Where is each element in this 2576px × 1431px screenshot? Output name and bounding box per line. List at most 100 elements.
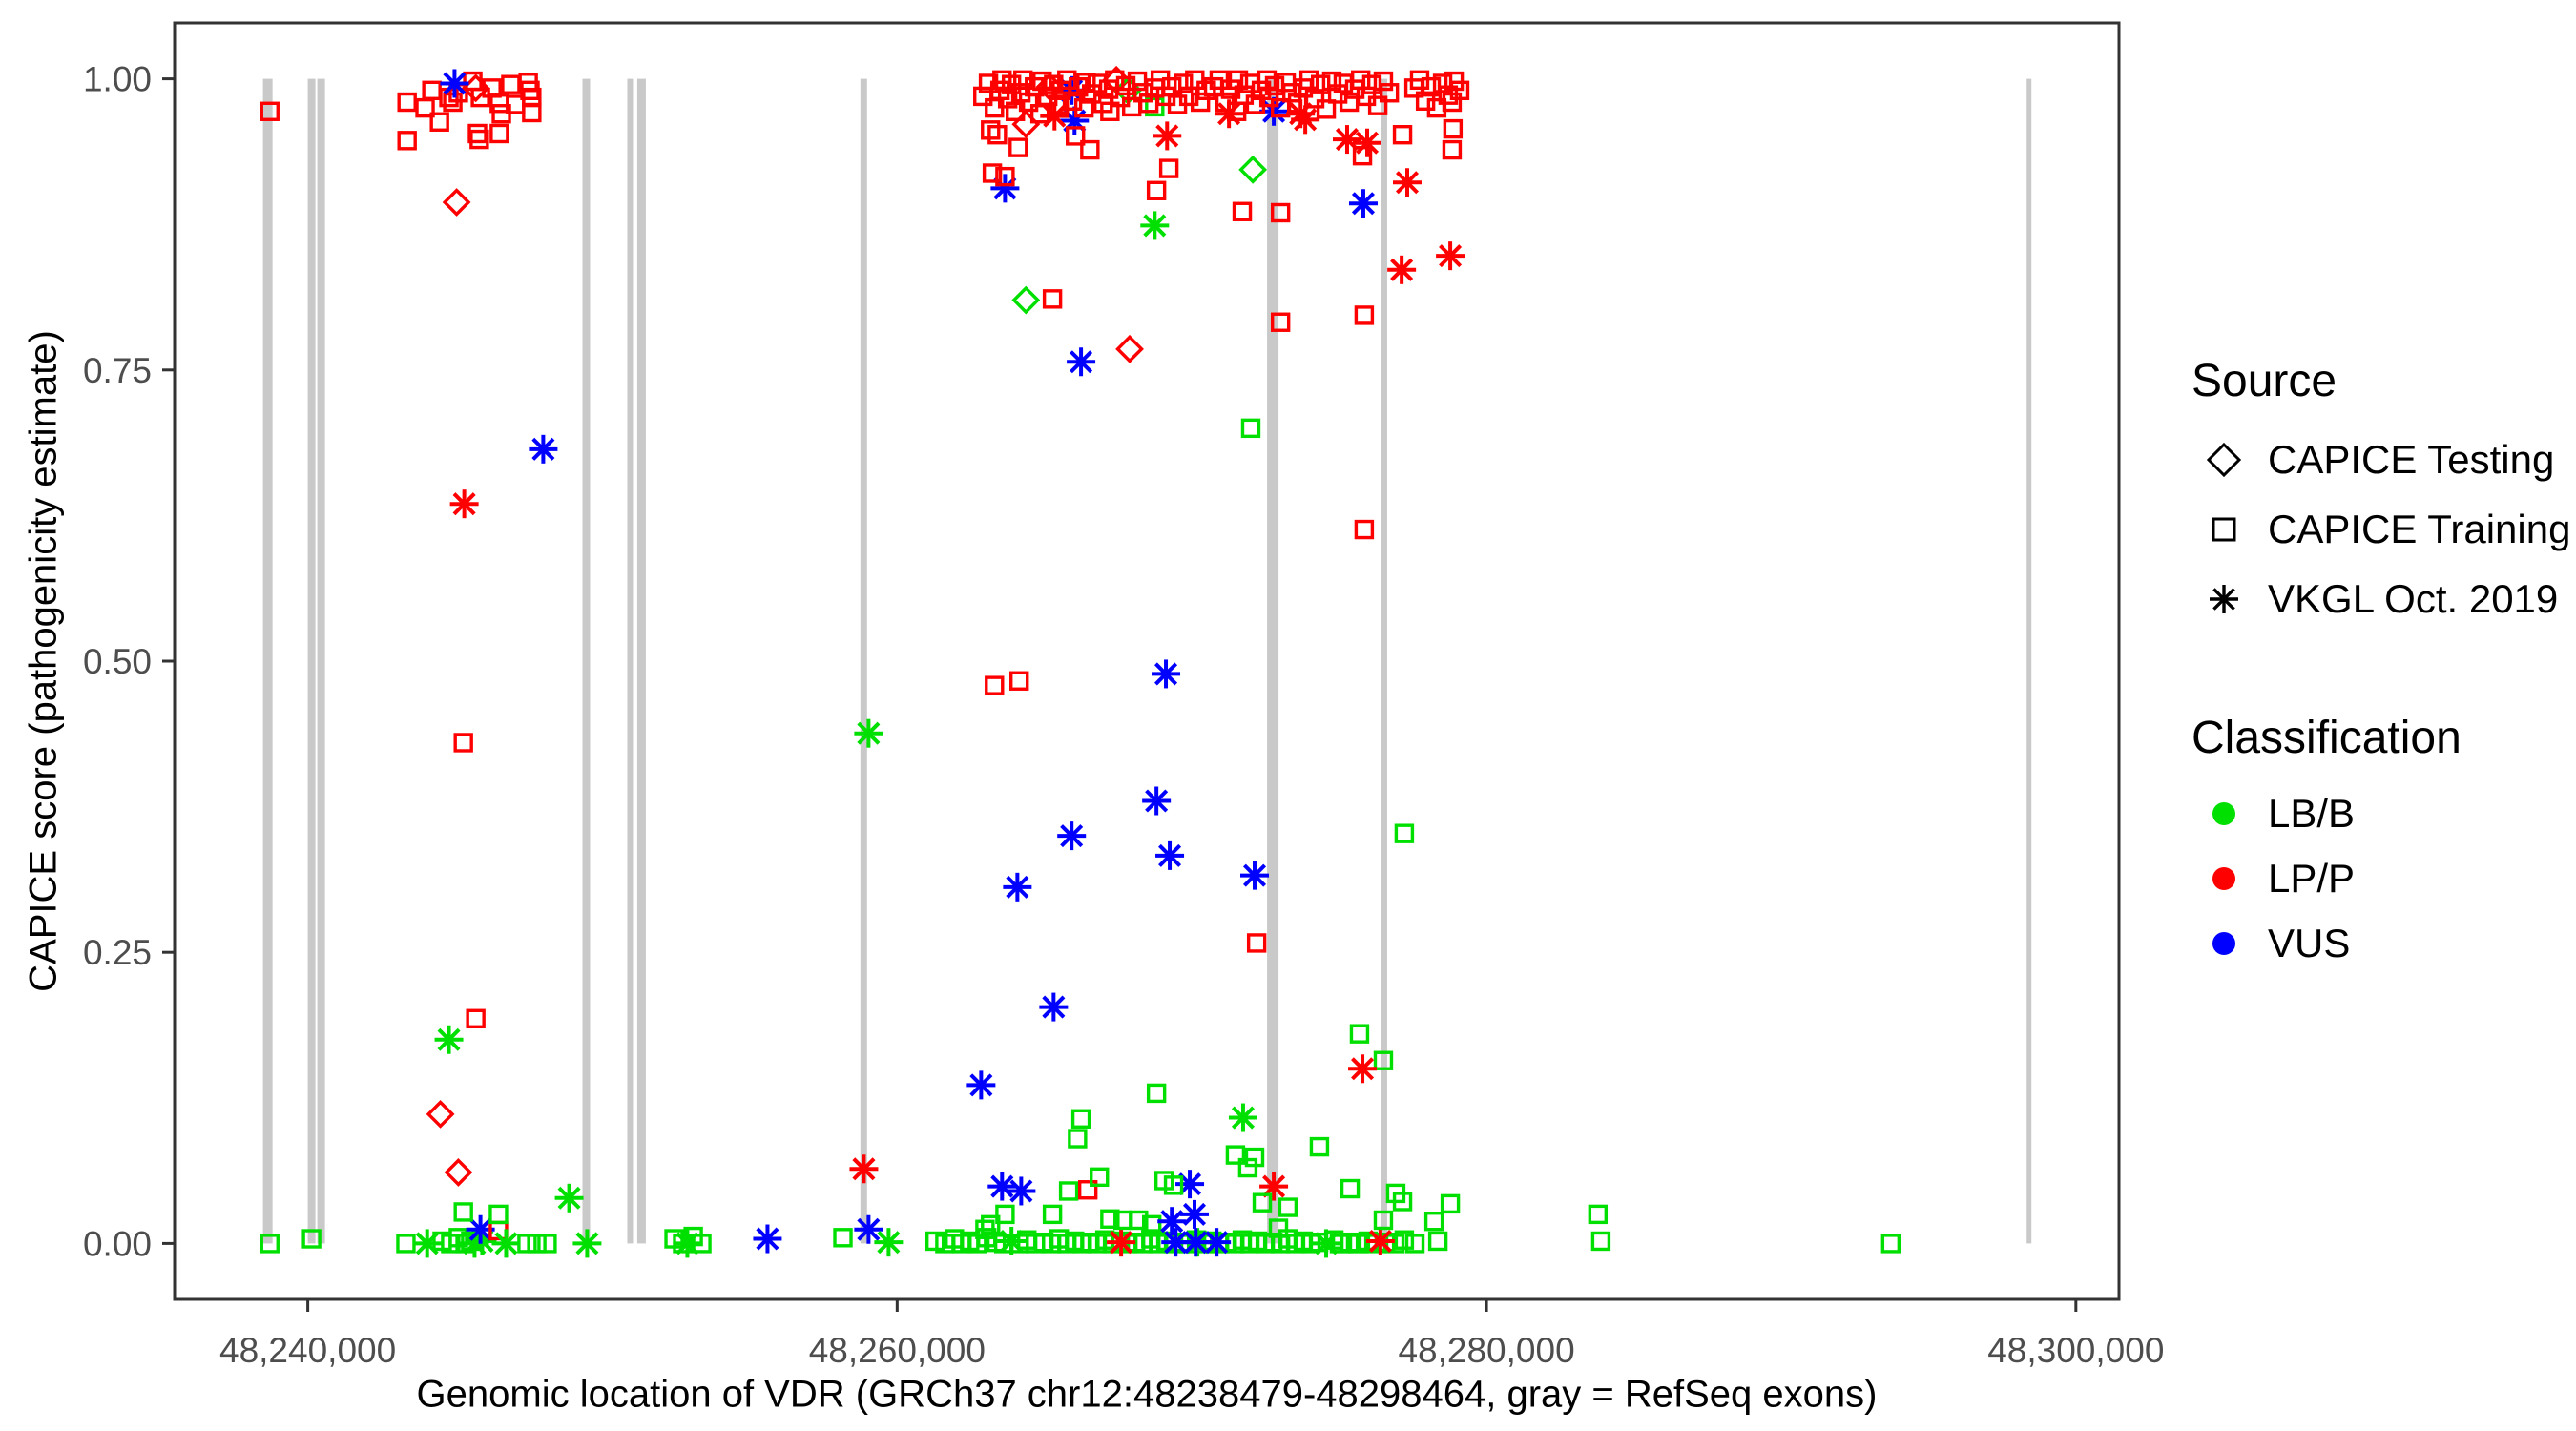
x-axis-title: Genomic location of VDR (GRCh37 chr12:48… <box>416 1373 1878 1416</box>
data-point-asterisk <box>572 1229 602 1258</box>
data-point-square <box>1142 1214 1162 1235</box>
data-point-asterisk <box>491 1229 521 1258</box>
data-point-square <box>397 131 417 151</box>
data-point-square <box>1588 1204 1609 1225</box>
data-point-square <box>1268 1218 1289 1238</box>
data-point-asterisk <box>1153 121 1182 151</box>
data-point-square <box>1009 671 1029 691</box>
data-point-square <box>1427 1231 1448 1252</box>
data-point-square <box>1049 94 1070 114</box>
data-point-square <box>692 1234 712 1254</box>
data-point-square <box>1440 1193 1461 1214</box>
data-point-square <box>537 1234 557 1254</box>
x-tick-label: 48,280,000 <box>1398 1331 1574 1370</box>
data-point-square <box>1129 1210 1149 1231</box>
data-point-asterisk <box>1348 189 1378 218</box>
data-point-diamond <box>426 1099 455 1129</box>
y-tick-label: 0.00 <box>83 1224 152 1263</box>
data-point-square <box>1146 180 1167 200</box>
data-point-asterisk <box>1157 1207 1187 1236</box>
data-point-square <box>1146 1083 1167 1104</box>
data-point-square <box>1158 158 1179 178</box>
data-point-asterisk <box>1155 840 1185 870</box>
data-point-square <box>1042 289 1063 309</box>
data-point-square <box>1394 823 1415 843</box>
data-point-asterisk <box>449 489 479 519</box>
data-point-square <box>1270 202 1291 223</box>
legend-item-vkgl: VKGL Oct. 2019 <box>2192 564 2573 633</box>
data-point-square <box>1244 1147 1265 1168</box>
refseq-exon-bar <box>317 78 325 1244</box>
data-point-diamond <box>444 1158 473 1187</box>
source-legend-title: Source <box>2192 356 2337 406</box>
vus-dot-icon <box>2212 932 2235 955</box>
data-point-square <box>985 675 1005 695</box>
data-point-asterisk <box>1107 1228 1136 1257</box>
data-point-square <box>453 733 473 753</box>
data-point-square <box>527 1234 547 1254</box>
data-point-square <box>1379 83 1400 103</box>
data-point-square <box>1373 71 1394 92</box>
data-point-square <box>1042 1204 1063 1225</box>
data-point-square <box>995 166 1015 187</box>
data-point-square <box>260 101 280 121</box>
data-point-square <box>1252 1192 1273 1213</box>
data-point-square <box>1304 89 1325 109</box>
data-point-asterisk <box>1352 128 1381 157</box>
data-point-square <box>1145 96 1165 117</box>
data-point-square <box>1373 1050 1394 1070</box>
data-point-square <box>1282 83 1302 103</box>
legend-item-lpp: LP/P <box>2192 846 2573 911</box>
data-point-square <box>1068 1129 1088 1149</box>
asterisk-icon <box>2210 584 2238 613</box>
data-point-square <box>1163 1175 1184 1195</box>
data-point-asterisk <box>1365 1226 1395 1255</box>
data-point-asterisk <box>554 1183 584 1213</box>
legend-item-vus: VUS <box>2192 911 2573 976</box>
refseq-exon-bar <box>2026 78 2032 1244</box>
data-point-asterisk <box>1259 1172 1289 1201</box>
data-point-square <box>1232 201 1253 221</box>
data-point-asterisk <box>1202 1228 1232 1257</box>
data-point-square <box>522 102 542 123</box>
data-point-square <box>1349 1024 1370 1044</box>
data-point-asterisk <box>1387 255 1417 284</box>
data-point-asterisk <box>1007 1176 1036 1206</box>
data-point-square <box>1258 87 1279 108</box>
data-point-asterisk <box>440 69 469 98</box>
data-point-asterisk <box>854 1214 883 1244</box>
data-point-square <box>1080 139 1100 160</box>
data-point-square <box>1076 73 1096 93</box>
data-point-square <box>1321 71 1342 92</box>
diamond-icon <box>2206 442 2242 477</box>
y-axis-title: CAPICE score (pathogenicity estimate) <box>22 330 65 992</box>
data-point-square <box>975 1219 995 1239</box>
data-point-square <box>1225 1145 1246 1165</box>
data-point-asterisk <box>434 1025 464 1054</box>
refseq-exon-bar <box>636 78 646 1244</box>
data-point-square <box>488 1204 509 1225</box>
data-point-asterisk <box>1332 125 1361 155</box>
data-point-diamond <box>1011 285 1041 315</box>
legend-item-label: LB/B <box>2268 791 2356 836</box>
data-point-square <box>987 124 1008 145</box>
legend-item-lbb: LB/B <box>2192 781 2573 846</box>
x-tick-label: 48,260,000 <box>809 1331 986 1370</box>
data-point-square <box>301 1229 322 1249</box>
data-point-asterisk <box>874 1228 904 1257</box>
plot-panel <box>175 23 2119 1299</box>
refseq-exon-bar <box>1267 78 1279 1244</box>
data-point-diamond <box>1238 155 1268 184</box>
data-point-square <box>1438 85 1459 105</box>
data-point-square <box>1404 1234 1425 1254</box>
data-point-diamond <box>1115 334 1144 363</box>
data-point-asterisk <box>1239 861 1269 890</box>
square-icon <box>2212 517 2236 541</box>
data-point-square <box>1185 70 1205 91</box>
legend-item-label: LP/P <box>2268 856 2356 901</box>
x-tick-label: 48,300,000 <box>1987 1331 2164 1370</box>
legend-item-label: VUS <box>2268 921 2351 965</box>
y-tick-label: 0.50 <box>83 642 152 681</box>
refseq-exon-bar <box>627 78 634 1244</box>
